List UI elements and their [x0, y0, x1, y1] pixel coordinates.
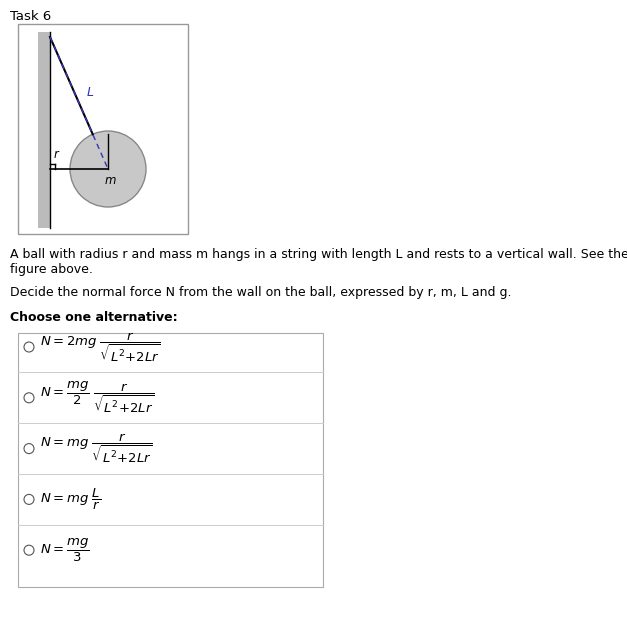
Circle shape: [24, 342, 34, 352]
Text: $N = 2mg\ \dfrac{r}{\sqrt{L^2{+}2Lr}}$: $N = 2mg\ \dfrac{r}{\sqrt{L^2{+}2Lr}}$: [40, 330, 161, 364]
Circle shape: [70, 131, 146, 207]
Bar: [38, 32, 50, 228]
Text: A ball with radius r and mass m hangs in a string with length L and rests to a v: A ball with radius r and mass m hangs in…: [10, 248, 627, 261]
Text: $N = mg\ \dfrac{r}{\sqrt{L^2{+}2Lr}}$: $N = mg\ \dfrac{r}{\sqrt{L^2{+}2Lr}}$: [40, 432, 152, 465]
Text: r: r: [54, 148, 59, 161]
Circle shape: [24, 393, 34, 403]
Bar: [18, 333, 323, 587]
Text: Task 6: Task 6: [10, 10, 51, 23]
Text: $N = \dfrac{mg}{3}$: $N = \dfrac{mg}{3}$: [40, 537, 90, 564]
Text: L: L: [87, 86, 94, 99]
Text: m: m: [104, 175, 116, 187]
Circle shape: [24, 494, 34, 504]
Text: Choose one alternative:: Choose one alternative:: [10, 311, 177, 324]
Circle shape: [24, 443, 34, 453]
Text: $N = \dfrac{mg}{2}\ \dfrac{r}{\sqrt{L^2{+}2Lr}}$: $N = \dfrac{mg}{2}\ \dfrac{r}{\sqrt{L^2{…: [40, 380, 154, 415]
Bar: [18, 24, 188, 234]
Circle shape: [24, 545, 34, 555]
Text: figure above.: figure above.: [10, 263, 93, 276]
Text: $N = mg\ \dfrac{L}{r}$: $N = mg\ \dfrac{L}{r}$: [40, 487, 101, 512]
Text: Decide the normal force N from the wall on the ball, expressed by r, m, L and g.: Decide the normal force N from the wall …: [10, 286, 512, 299]
